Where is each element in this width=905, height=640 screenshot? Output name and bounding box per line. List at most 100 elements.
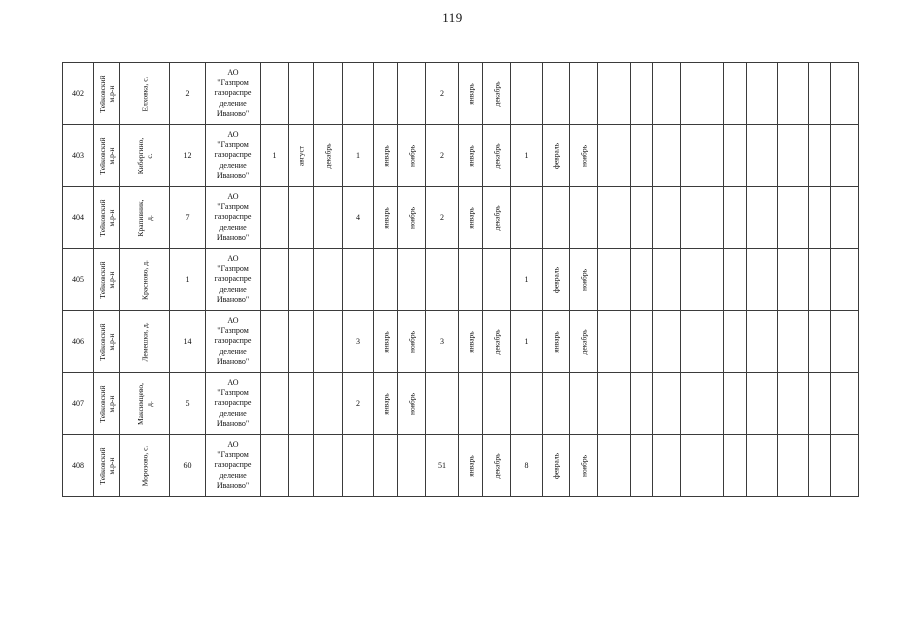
count-cell: 51 bbox=[425, 434, 459, 497]
month-cell bbox=[808, 62, 831, 125]
settlement-label: Кибергино, с. bbox=[135, 137, 154, 174]
district-label: Тейковский м.р-н bbox=[97, 384, 116, 423]
count-cell: 2 bbox=[342, 372, 374, 435]
count-cell: 1 bbox=[510, 248, 543, 311]
month-cell bbox=[313, 248, 343, 311]
month-cell bbox=[652, 372, 681, 435]
count-cell: 2 bbox=[425, 124, 459, 187]
count-cell bbox=[777, 248, 809, 311]
month-cell: декабрь bbox=[482, 434, 511, 497]
month-cell: ноябрь bbox=[569, 124, 598, 187]
district-label: Тейковский м.р-н bbox=[97, 446, 116, 485]
month-cell bbox=[723, 62, 747, 125]
count-cell bbox=[260, 62, 289, 125]
month-label: январь bbox=[466, 144, 475, 167]
month-cell bbox=[397, 62, 426, 125]
count-cell bbox=[680, 62, 724, 125]
table-body: 402 Тейковский м.р-н Елховка, с. 2 АО "Г… bbox=[62, 62, 859, 497]
row-number-cell: 406 bbox=[62, 310, 94, 373]
month-label: январь bbox=[381, 206, 390, 229]
month-cell bbox=[746, 372, 778, 435]
month-cell bbox=[652, 186, 681, 249]
month-label: ноябрь bbox=[407, 392, 416, 415]
month-cell: январь bbox=[458, 124, 483, 187]
count-cell bbox=[597, 186, 631, 249]
month-label: январь bbox=[381, 330, 390, 353]
month-label: ноябрь bbox=[407, 144, 416, 167]
district-cell: Тейковский м.р-н bbox=[93, 124, 120, 187]
row-number-cell: 402 bbox=[62, 62, 94, 125]
month-cell bbox=[373, 248, 398, 311]
district-cell: Тейковский м.р-н bbox=[93, 248, 120, 311]
district-cell: Тейковский м.р-н bbox=[93, 62, 120, 125]
table-row: 404 Тейковский м.р-н Крапивник, д. 7 АО … bbox=[62, 186, 859, 249]
count-cell bbox=[680, 124, 724, 187]
month-cell: январь bbox=[458, 186, 483, 249]
month-cell: декабрь bbox=[482, 62, 511, 125]
month-cell bbox=[808, 310, 831, 373]
district-cell: Тейковский м.р-н bbox=[93, 186, 120, 249]
month-cell bbox=[808, 372, 831, 435]
settlement-label: Максимцево, д. bbox=[135, 382, 154, 425]
month-label: январь bbox=[381, 144, 390, 167]
count-cell: 1 bbox=[260, 124, 289, 187]
count-cell bbox=[342, 62, 374, 125]
month-cell: декабрь bbox=[313, 124, 343, 187]
month-cell bbox=[313, 372, 343, 435]
count-cell: 1 bbox=[510, 310, 543, 373]
count-cell: 1 bbox=[510, 124, 543, 187]
organization-cell: АО "Газпром газораспре деление Иваново" bbox=[205, 124, 261, 187]
month-cell bbox=[458, 372, 483, 435]
month-label: декабрь bbox=[492, 453, 501, 478]
organization-cell: АО "Газпром газораспре деление Иваново" bbox=[205, 248, 261, 311]
month-cell: декабрь bbox=[569, 310, 598, 373]
month-label: ноябрь bbox=[579, 454, 588, 477]
settlement-cell: Максимцево, д. bbox=[119, 372, 170, 435]
month-cell bbox=[313, 310, 343, 373]
month-cell bbox=[630, 186, 653, 249]
month-cell: ноябрь bbox=[569, 434, 598, 497]
month-cell bbox=[830, 186, 859, 249]
count-cell bbox=[680, 310, 724, 373]
month-label: декабрь bbox=[492, 329, 501, 354]
month-label: февраль bbox=[551, 452, 561, 479]
total-count-cell: 1 bbox=[169, 248, 206, 311]
total-count-cell: 2 bbox=[169, 62, 206, 125]
month-cell bbox=[652, 62, 681, 125]
organization-cell: АО "Газпром газораспре деление Иваново" bbox=[205, 310, 261, 373]
month-cell bbox=[808, 186, 831, 249]
count-cell bbox=[777, 186, 809, 249]
month-cell bbox=[723, 186, 747, 249]
row-number-cell: 404 bbox=[62, 186, 94, 249]
count-cell bbox=[680, 372, 724, 435]
district-label: Тейковский м.р-н bbox=[97, 322, 116, 361]
month-cell bbox=[288, 372, 314, 435]
table-row: 407 Тейковский м.р-н Максимцево, д. 5 АО… bbox=[62, 372, 859, 435]
month-cell bbox=[482, 248, 511, 311]
settlement-cell: Крапивник, д. bbox=[119, 186, 170, 249]
month-cell bbox=[746, 434, 778, 497]
count-cell bbox=[777, 62, 809, 125]
month-label: декабрь bbox=[492, 205, 501, 230]
month-label: январь bbox=[466, 454, 475, 477]
month-cell bbox=[652, 434, 681, 497]
month-cell: январь bbox=[458, 310, 483, 373]
page-number: 119 bbox=[442, 10, 463, 25]
month-label: февраль bbox=[551, 266, 561, 293]
month-cell bbox=[373, 62, 398, 125]
count-cell bbox=[342, 248, 374, 311]
count-cell: 3 bbox=[342, 310, 374, 373]
total-count-cell: 14 bbox=[169, 310, 206, 373]
settlement-label: Крапивник, д. bbox=[135, 198, 154, 237]
month-cell bbox=[288, 186, 314, 249]
count-cell bbox=[425, 248, 459, 311]
month-cell bbox=[630, 62, 653, 125]
month-cell: февраль bbox=[542, 124, 570, 187]
month-cell bbox=[373, 434, 398, 497]
month-cell bbox=[542, 186, 570, 249]
month-cell: ноябрь bbox=[569, 248, 598, 311]
month-cell: декабрь bbox=[482, 186, 511, 249]
total-count-cell: 7 bbox=[169, 186, 206, 249]
month-cell bbox=[746, 124, 778, 187]
month-cell bbox=[542, 62, 570, 125]
